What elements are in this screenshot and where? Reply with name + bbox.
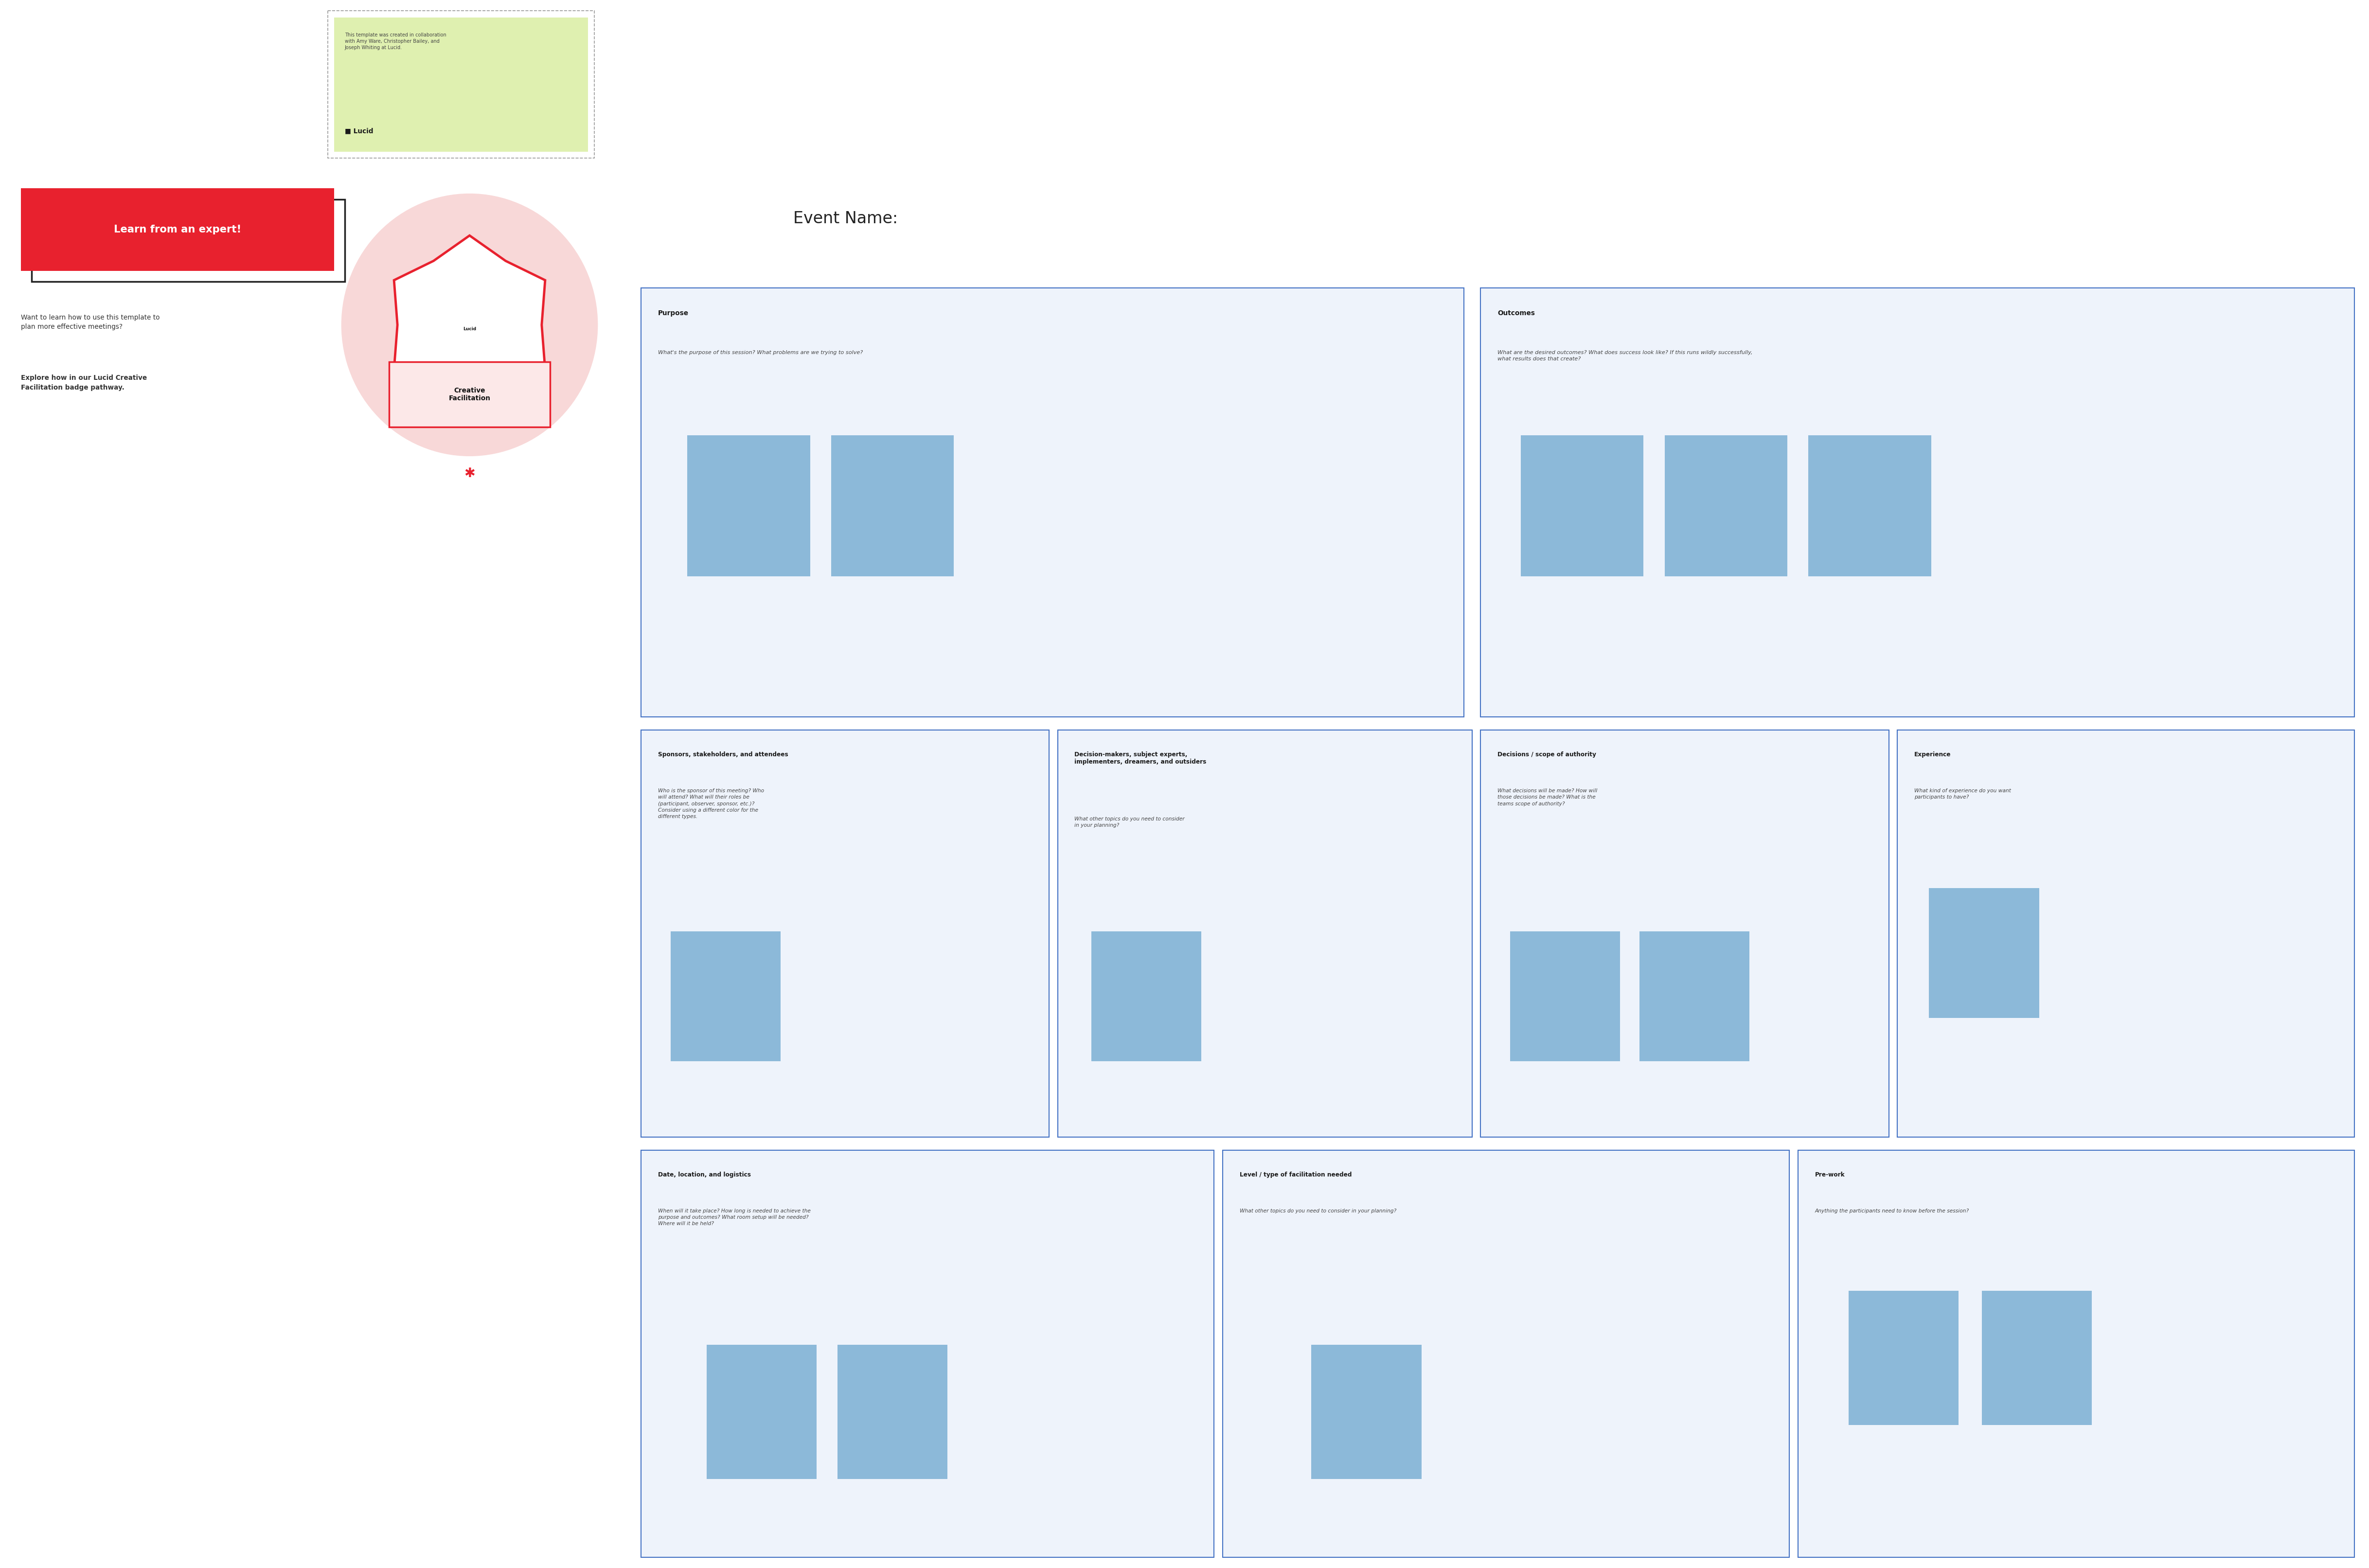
Bar <box>1312 1345 1421 1479</box>
Text: What other topics do you need to consider in your planning?: What other topics do you need to conside… <box>1239 1209 1395 1214</box>
Bar <box>1521 436 1644 575</box>
Bar <box>687 436 810 575</box>
Text: Creative
Facilitation: Creative Facilitation <box>448 387 490 401</box>
Circle shape <box>341 194 597 456</box>
Text: This template was created in collaboration
with Amy Ware, Christopher Bailey, an: This template was created in collaborati… <box>346 33 445 50</box>
Text: Anything the participants need to know before the session?: Anything the participants need to know b… <box>1815 1209 1969 1214</box>
Text: Who is the sponsor of this meeting? Who
will attend? What will their roles be
(p: Who is the sponsor of this meeting? Who … <box>659 789 763 818</box>
Bar <box>1511 931 1620 1062</box>
Bar <box>31 199 346 282</box>
Text: Level / type of facilitation needed: Level / type of facilitation needed <box>1239 1171 1353 1178</box>
Bar <box>1222 1149 1789 1557</box>
Text: What are the desired outcomes? What does success look like? If this runs wildly : What are the desired outcomes? What does… <box>1497 350 1753 362</box>
Bar <box>1983 1290 2092 1425</box>
Bar <box>334 17 588 152</box>
Text: What kind of experience do you want
participants to have?: What kind of experience do you want part… <box>1914 789 2011 800</box>
Text: Outcomes: Outcomes <box>1497 310 1535 317</box>
Text: Pre-work: Pre-work <box>1815 1171 1845 1178</box>
Text: Decisions / scope of authority: Decisions / scope of authority <box>1497 751 1597 757</box>
Bar <box>1057 729 1471 1137</box>
Bar <box>1808 436 1931 575</box>
Text: Purpose: Purpose <box>659 310 689 317</box>
Bar <box>1665 436 1786 575</box>
Text: Event Name:: Event Name: <box>794 210 898 227</box>
Bar <box>832 436 955 575</box>
Text: What decisions will be made? How will
those decisions be made? What is the
teams: What decisions will be made? How will th… <box>1497 789 1597 806</box>
Text: Sponsors, stakeholders, and attendees: Sponsors, stakeholders, and attendees <box>659 751 789 757</box>
Text: Explore how in our Lucid Creative
Facilitation badge pathway.: Explore how in our Lucid Creative Facili… <box>21 375 147 390</box>
Bar <box>1481 289 2355 717</box>
Bar <box>1798 1149 2355 1557</box>
Bar <box>642 729 1049 1137</box>
Bar <box>389 362 550 426</box>
Bar <box>1898 729 2355 1137</box>
Text: Learn from an expert!: Learn from an expert! <box>114 224 242 235</box>
Text: ■ Lucid: ■ Lucid <box>346 127 374 135</box>
Text: ✱: ✱ <box>464 467 476 480</box>
Bar <box>327 11 595 158</box>
Bar <box>1639 931 1748 1062</box>
Text: Lucid: Lucid <box>462 328 476 331</box>
Bar <box>642 1149 1213 1557</box>
Bar <box>1848 1290 1959 1425</box>
Bar <box>839 1345 948 1479</box>
Text: When will it take place? How long is needed to achieve the
purpose and outcomes?: When will it take place? How long is nee… <box>659 1209 810 1226</box>
Text: What other topics do you need to consider
in your planning?: What other topics do you need to conside… <box>1076 817 1184 828</box>
Bar <box>21 188 334 271</box>
Text: Date, location, and logistics: Date, location, and logistics <box>659 1171 751 1178</box>
Bar <box>670 931 779 1062</box>
Bar <box>642 289 1464 717</box>
Polygon shape <box>393 235 545 414</box>
Bar <box>1481 729 1888 1137</box>
Bar <box>1092 931 1201 1062</box>
Bar <box>1928 887 2040 1018</box>
Text: Decision-makers, subject experts,
implementers, dreamers, and outsiders: Decision-makers, subject experts, implem… <box>1076 751 1206 765</box>
Text: What's the purpose of this session? What problems are we trying to solve?: What's the purpose of this session? What… <box>659 350 862 354</box>
Text: Want to learn how to use this template to
plan more effective meetings?: Want to learn how to use this template t… <box>21 314 161 331</box>
Text: Experience: Experience <box>1914 751 1952 757</box>
Bar <box>706 1345 817 1479</box>
